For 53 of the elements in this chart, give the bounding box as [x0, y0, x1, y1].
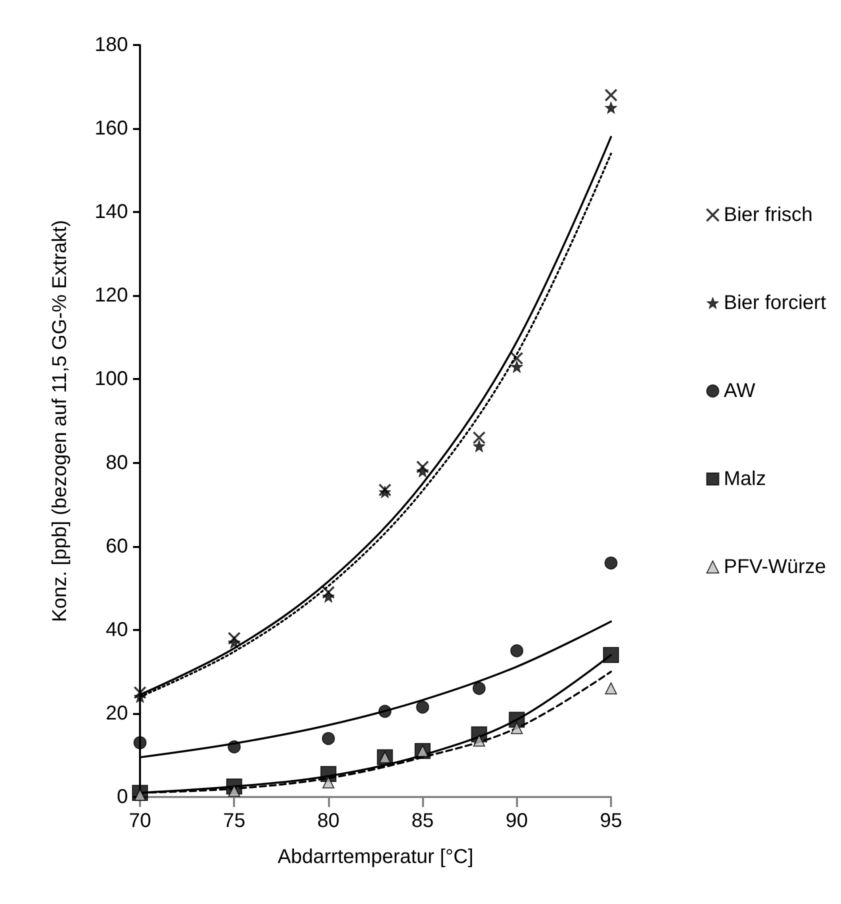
point [510, 360, 524, 373]
point [508, 712, 525, 728]
point [228, 636, 240, 649]
y-tick-label: 100 [94, 368, 128, 390]
point [228, 632, 241, 645]
y-tick-label: 0 [116, 786, 128, 808]
y-axis-title: Konz. [ppb] (bezogen auf 11,5 GG-% Extrakt) [49, 220, 71, 622]
point [322, 776, 334, 788]
legend-label: Malz [724, 468, 766, 490]
point [378, 486, 392, 498]
y-tick-label: 180 [94, 34, 128, 56]
legend-label: AW [724, 380, 756, 402]
point [378, 483, 392, 496]
point [322, 586, 335, 599]
x-tick-label: 95 [600, 810, 622, 832]
x-tick-label: 80 [317, 810, 340, 832]
point [472, 431, 486, 444]
y-tick-label: 80 [106, 452, 128, 474]
x-tick-label: 75 [223, 810, 246, 832]
legend-label: Bier frisch [724, 204, 813, 226]
point [472, 682, 486, 695]
point [416, 460, 430, 474]
y-tick-label: 20 [106, 702, 128, 724]
point [416, 464, 429, 478]
point [603, 646, 619, 663]
point [510, 722, 523, 734]
point [472, 440, 486, 452]
legend-label: Bier forciert [724, 292, 826, 314]
point [510, 644, 524, 658]
x-axis-title: Abdarrtemperatur [°C] [278, 846, 474, 868]
y-tick-label: 140 [94, 201, 128, 224]
point [378, 704, 392, 718]
point [510, 352, 524, 365]
y-tick-label: 40 [106, 618, 128, 641]
y-tick-label: 160 [94, 118, 128, 140]
point [228, 740, 241, 754]
point [320, 766, 336, 782]
point [604, 101, 618, 114]
point [605, 682, 617, 694]
x-tick-label: 90 [506, 810, 528, 832]
point [322, 732, 335, 746]
x-tick-label: 70 [128, 810, 152, 832]
point [134, 736, 146, 750]
point [473, 734, 486, 747]
point [416, 700, 430, 714]
point [604, 88, 618, 102]
legend-label: PFV-Würze [724, 556, 826, 578]
point [322, 590, 335, 603]
y-tick-label: 120 [94, 284, 128, 307]
x-tick-label: 85 [411, 810, 434, 832]
point [134, 686, 146, 700]
y-tick-label: 60 [106, 535, 128, 558]
point [604, 556, 618, 570]
